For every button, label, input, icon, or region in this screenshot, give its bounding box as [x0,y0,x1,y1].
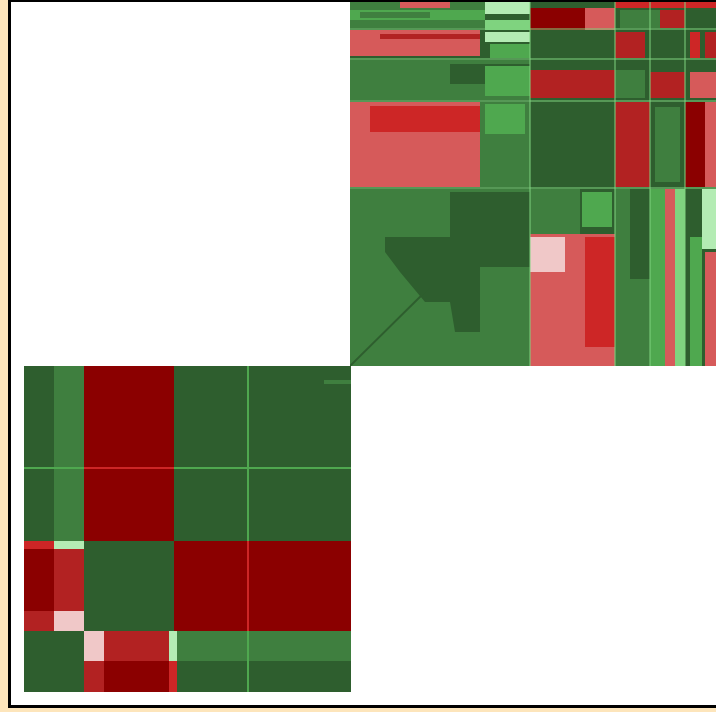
bottom-left-matrix [24,366,351,692]
frame-border [8,0,716,708]
top-right-mosaic [350,2,716,366]
canvas [11,2,716,705]
